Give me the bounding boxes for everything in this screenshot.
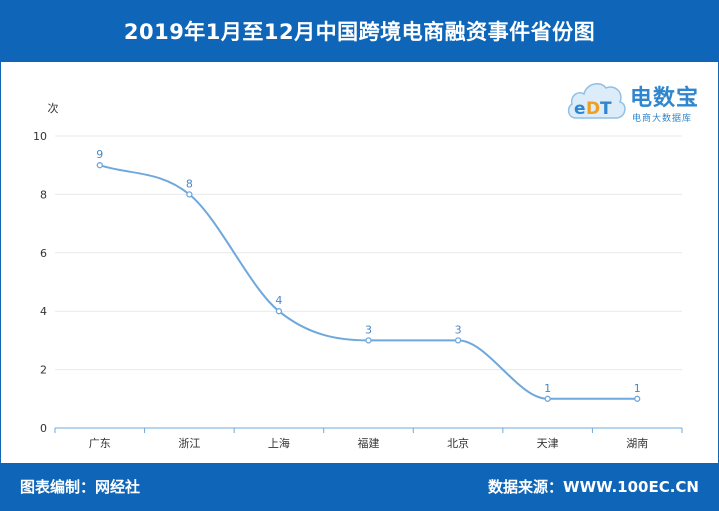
data-label: 9 xyxy=(96,148,103,161)
data-labels: 9 8 4 3 3 1 1 xyxy=(96,148,640,395)
data-point xyxy=(454,337,462,344)
data-point xyxy=(634,395,641,402)
data-point xyxy=(365,337,372,344)
logo-brand-text: 电数宝 xyxy=(630,86,700,111)
data-label: 1 xyxy=(634,382,641,395)
header-bar: 2019年1月至12月中国跨境电商融资事件省份图 xyxy=(0,0,719,62)
cloud-logo-icon: e D T xyxy=(567,83,626,119)
x-tick-label: 福建 xyxy=(358,436,380,450)
svg-text:D: D xyxy=(586,99,600,119)
data-point xyxy=(186,191,193,198)
series xyxy=(96,162,641,402)
y-tick-label: 8 xyxy=(40,188,47,201)
data-label: 3 xyxy=(455,323,462,336)
y-tick-label: 0 xyxy=(40,422,47,435)
data-label: 4 xyxy=(275,294,282,307)
footer-bar: 图表编制：网经社 数据来源：WWW.100EC.CN xyxy=(0,463,719,511)
data-point xyxy=(96,162,103,169)
y-axis-label: 次 xyxy=(48,101,59,115)
logo-sub-text: 电商大数据库 xyxy=(632,114,693,124)
series-line xyxy=(99,164,638,400)
svg-text:T: T xyxy=(600,99,612,119)
x-tick-label: 北京 xyxy=(447,436,469,450)
y-tick-label: 4 xyxy=(40,305,47,318)
edt-logo: e D T 电数宝 电商大数据库 xyxy=(566,70,716,130)
x-tick-label: 天津 xyxy=(537,437,559,450)
footer-source: 数据来源：WWW.100EC.CN xyxy=(488,478,699,496)
x-tick-label: 浙江 xyxy=(178,437,200,450)
y-tick-label: 10 xyxy=(33,130,47,143)
data-label: 1 xyxy=(544,382,551,395)
x-tick-label: 广东 xyxy=(89,437,111,450)
chart-area: 0 2 4 6 8 10 次广东 浙江 上海 福建 北京 天津 湖南 9 8 4 3 3 1 1 xyxy=(33,101,683,450)
svg-text:e: e xyxy=(574,99,586,119)
data-label: 8 xyxy=(186,177,193,190)
footer-credit: 图表编制：网经社 xyxy=(20,478,141,496)
data-point xyxy=(275,308,283,315)
x-tick-label: 上海 xyxy=(268,436,290,450)
axes: 0 2 4 6 8 10 次广东 浙江 上海 福建 北京 天津 湖南 xyxy=(33,101,683,450)
data-label: 3 xyxy=(365,323,372,336)
y-tick-label: 2 xyxy=(40,364,47,377)
grid-lines xyxy=(55,135,682,371)
chart-title: 2019年1月至12月中国跨境电商融资事件省份图 xyxy=(123,20,596,44)
y-tick-label: 6 xyxy=(40,247,47,260)
data-point xyxy=(544,395,551,402)
x-tick-label: 湖南 xyxy=(626,437,648,450)
